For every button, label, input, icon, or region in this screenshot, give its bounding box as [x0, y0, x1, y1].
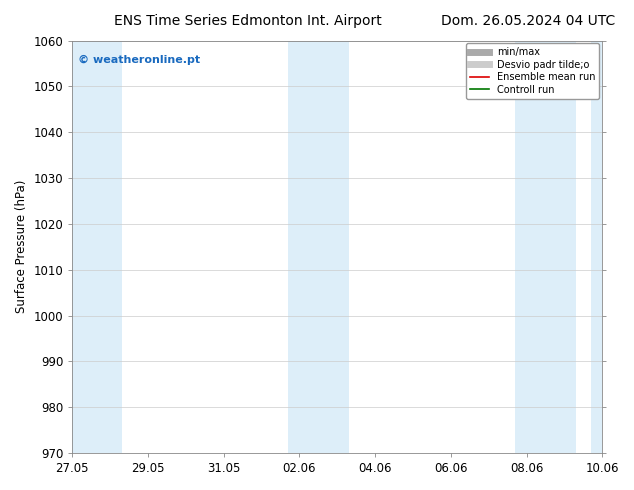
Text: © weatheronline.pt: © weatheronline.pt: [77, 55, 200, 65]
Bar: [72, 41, 122, 453]
Bar: [515, 41, 576, 453]
Legend: min/max, Desvio padr tilde;o, Ensemble mean run, Controll run: min/max, Desvio padr tilde;o, Ensemble m…: [466, 44, 599, 98]
Bar: [591, 41, 602, 453]
Text: Dom. 26.05.2024 04 UTC: Dom. 26.05.2024 04 UTC: [441, 14, 615, 28]
Y-axis label: Surface Pressure (hPa): Surface Pressure (hPa): [15, 180, 28, 314]
Text: ENS Time Series Edmonton Int. Airport: ENS Time Series Edmonton Int. Airport: [114, 14, 382, 28]
Bar: [288, 41, 349, 453]
